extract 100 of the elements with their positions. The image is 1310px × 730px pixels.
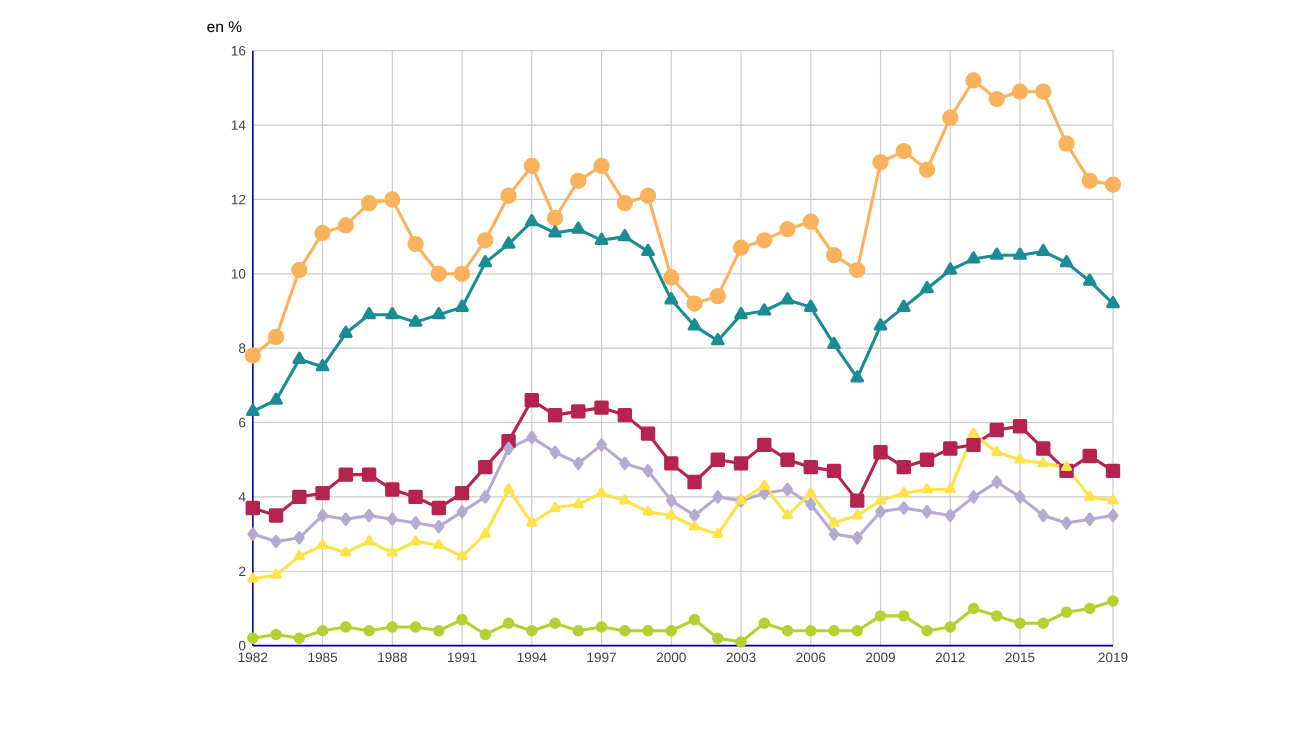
point	[595, 621, 608, 634]
point	[360, 195, 378, 212]
point	[967, 602, 980, 615]
point	[407, 236, 424, 253]
point	[270, 535, 282, 549]
point	[477, 232, 494, 249]
point	[874, 610, 887, 622]
point	[805, 487, 817, 498]
point	[386, 621, 399, 634]
point	[1060, 461, 1073, 472]
point	[873, 445, 888, 460]
point	[619, 456, 631, 471]
point	[572, 456, 584, 471]
point	[549, 617, 561, 630]
point	[709, 288, 726, 305]
point	[433, 625, 445, 637]
point	[828, 527, 840, 542]
point	[687, 475, 702, 490]
point	[850, 493, 865, 509]
point	[875, 505, 886, 519]
point	[478, 255, 493, 268]
point	[1107, 595, 1119, 607]
point	[361, 467, 377, 483]
point	[1061, 516, 1072, 530]
point	[781, 625, 794, 637]
point	[1084, 512, 1096, 527]
point	[664, 456, 679, 471]
point	[1060, 606, 1073, 619]
point	[735, 636, 747, 648]
point	[1106, 296, 1120, 309]
point	[316, 539, 329, 550]
point	[269, 392, 283, 406]
point	[595, 487, 608, 498]
point	[712, 632, 724, 645]
point	[570, 172, 587, 190]
point	[712, 490, 724, 504]
point	[548, 225, 562, 238]
point	[340, 512, 352, 527]
point	[1037, 509, 1049, 523]
point	[1107, 494, 1119, 505]
point	[293, 531, 305, 545]
point	[710, 452, 725, 468]
point	[732, 239, 750, 257]
point	[1084, 490, 1096, 502]
point	[1036, 244, 1051, 257]
point	[991, 610, 1003, 622]
point	[549, 445, 561, 460]
point	[665, 625, 678, 637]
point	[827, 337, 841, 350]
point	[526, 516, 538, 528]
point	[898, 487, 910, 498]
point	[454, 486, 470, 501]
point	[944, 483, 956, 494]
point	[664, 292, 679, 305]
point	[967, 427, 980, 438]
point	[293, 632, 306, 645]
point	[872, 154, 889, 171]
point	[803, 460, 818, 475]
point	[828, 625, 840, 637]
point	[363, 625, 375, 637]
point	[758, 617, 771, 630]
point	[431, 307, 446, 320]
point	[966, 251, 981, 264]
point	[943, 262, 958, 275]
point	[712, 528, 724, 539]
point	[874, 494, 887, 505]
point	[920, 281, 934, 294]
point	[1014, 617, 1026, 630]
point	[896, 460, 911, 475]
point	[337, 217, 354, 234]
point	[1036, 441, 1051, 456]
point	[944, 509, 956, 523]
point	[408, 314, 423, 328]
point	[780, 452, 795, 468]
point	[314, 224, 331, 242]
point	[502, 617, 515, 630]
point	[594, 232, 609, 246]
point	[802, 213, 819, 231]
point	[991, 475, 1003, 489]
point	[1035, 83, 1052, 101]
point	[478, 460, 493, 475]
point	[267, 329, 285, 346]
point	[825, 247, 843, 264]
point	[524, 214, 539, 227]
point	[617, 229, 632, 242]
point	[1107, 509, 1119, 523]
point	[988, 91, 1005, 108]
point	[315, 486, 330, 501]
point	[1084, 602, 1096, 615]
point	[270, 569, 282, 580]
point	[456, 505, 468, 519]
point	[386, 512, 398, 527]
point	[247, 632, 259, 645]
point	[734, 307, 748, 320]
point	[688, 520, 701, 531]
point	[523, 158, 540, 175]
point	[849, 262, 866, 279]
point	[410, 516, 421, 530]
point	[549, 502, 561, 513]
point	[1037, 617, 1049, 630]
